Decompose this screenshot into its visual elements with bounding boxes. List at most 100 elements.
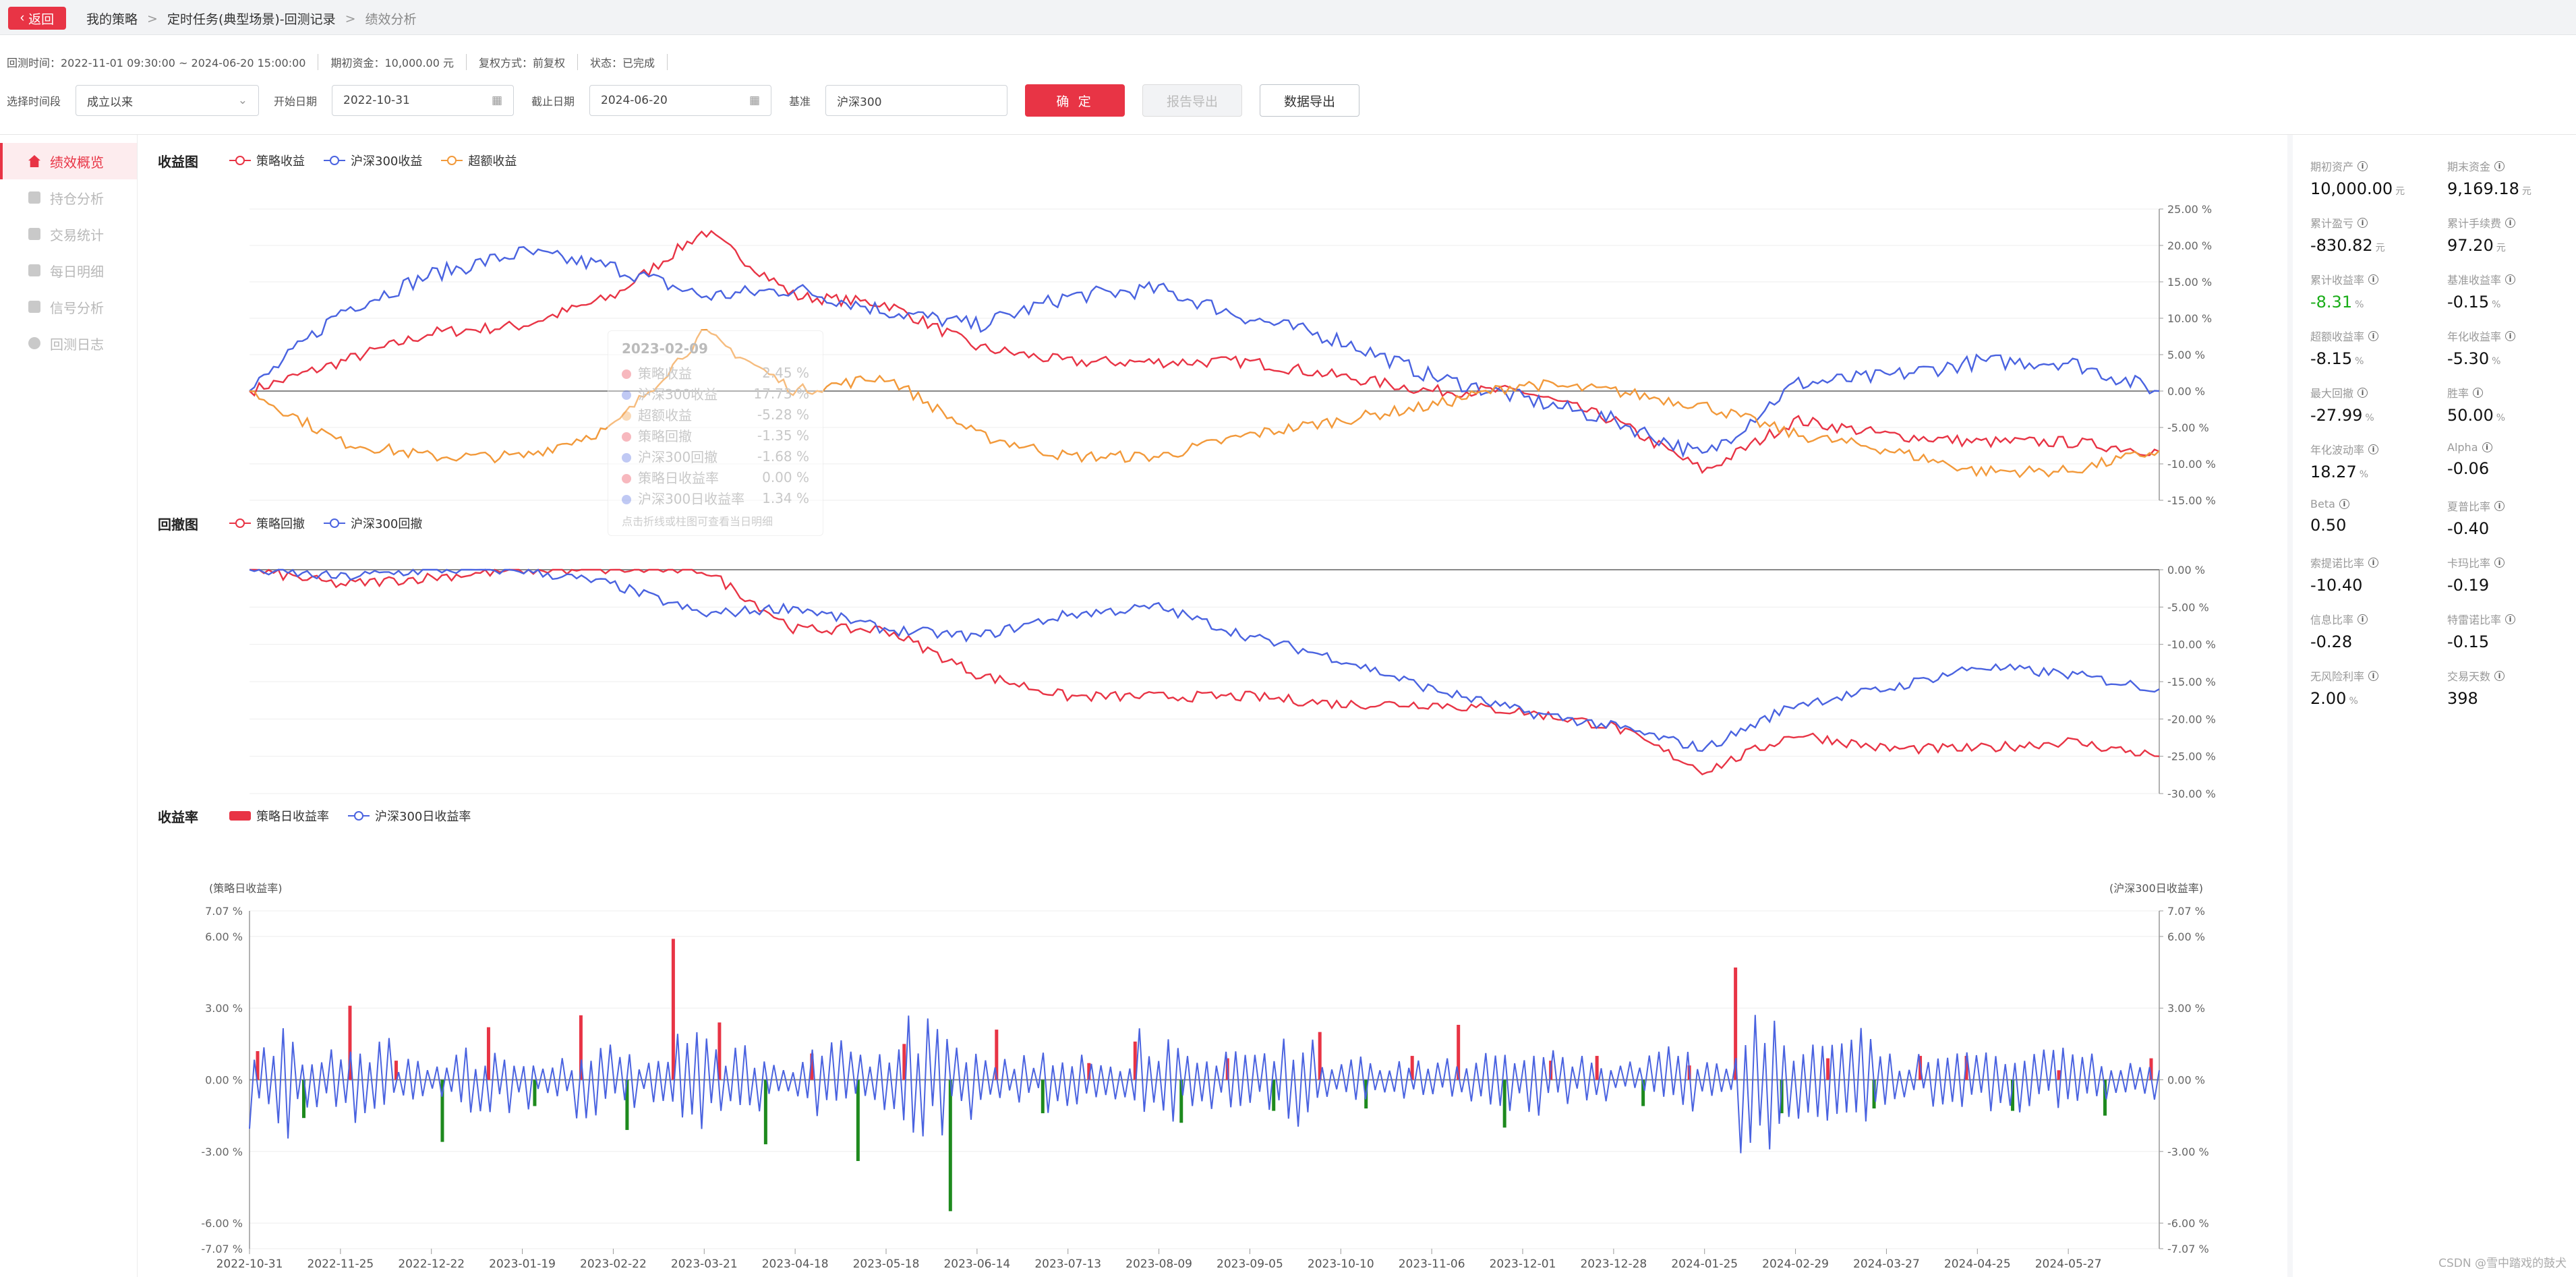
info-icon[interactable]: i [2358, 614, 2368, 624]
y-tick-label: -5.00 % [2167, 421, 2209, 434]
daily-return-chart[interactable]: 7.07 % 7.07 % 6.00 % 6.00 % 3.00 % 3.00 % 0.00… [201, 905, 2208, 1255]
legend-strategy-drawdown[interactable]: 策略回撤 [229, 514, 305, 532]
stat-8: 年化收益率 i -5.30% [2447, 328, 2576, 368]
info-icon[interactable]: i [2368, 557, 2379, 568]
stat-value: -830.82 [2310, 236, 2373, 255]
report-export-button[interactable]: 报告导出 [1142, 84, 1243, 117]
stat-value: -0.19 [2447, 576, 2490, 595]
info-icon[interactable]: i [2482, 442, 2492, 452]
stat-unit: % [2496, 413, 2506, 423]
start-date-value: 2022-10-31 [343, 94, 410, 107]
y-tick-label: 25.00 % [2167, 203, 2212, 216]
stat-13: Beta i 0.50 [2310, 498, 2445, 535]
info-icon[interactable]: i [2505, 330, 2516, 341]
tooltip-row: 超额收益 -5.28 % [622, 404, 809, 425]
drawdown-chart[interactable]: 0.00 % -5.00 % -10.00 % -15.00 % -20.00 % -25… [249, 564, 2216, 800]
sidebar-item-daily-details[interactable]: 每日明细 [0, 252, 137, 289]
y-tick-label: 0.00 % [2167, 1074, 2205, 1087]
sidebar-item-trade-statistics[interactable]: 交易统计 [0, 216, 137, 252]
legend-strategy-return[interactable]: 策略收益 [229, 152, 305, 169]
tooltip-row-value: -1.68 % [757, 448, 809, 465]
y-tick-label-left: 0.00 % [205, 1074, 243, 1087]
back-button[interactable]: ‹ 返回 [8, 7, 66, 30]
x-tick-label: 2024-02-29 [1762, 1257, 1829, 1271]
info-icon[interactable]: i [2368, 330, 2379, 341]
x-tick-label: 2023-04-18 [762, 1257, 829, 1271]
stat-label: 累计收益率 [2310, 274, 2365, 287]
y-tick-label: -20.00 % [2167, 713, 2216, 725]
benchmark-value: 沪深300 [837, 95, 882, 109]
strategy-daily-bar [348, 1005, 352, 1080]
strategy-daily-bar [533, 1079, 537, 1106]
legend-benchmark-return[interactable]: 沪深300收益 [324, 152, 422, 169]
strategy-daily-bar [1595, 1056, 1599, 1080]
stat-label: Alpha [2447, 441, 2478, 454]
chevron-down-icon: ⌄ [237, 94, 248, 107]
info-icon[interactable]: i [2358, 160, 2368, 171]
legend-benchmark-daily[interactable]: 沪深300日收益率 [348, 807, 471, 825]
adjust-mode: 复权方式：前复权 [467, 54, 578, 70]
calendar-icon: ▦ [749, 94, 761, 107]
info-icon[interactable]: i [2339, 499, 2349, 509]
stat-value: -8.31 [2310, 293, 2353, 311]
stat-5: 累计收益率 i -8.31% [2310, 271, 2445, 311]
data-export-button[interactable]: 数据导出 [1260, 84, 1360, 117]
stat-17: 信息比率 i -0.28 [2310, 611, 2445, 651]
date-axis: 2022-10-31 2022-11-25 2022-12-22 2023-01-19… [216, 1249, 2102, 1271]
info-icon[interactable]: i [2505, 217, 2516, 228]
benchmark-input[interactable]: 沪深300 [825, 85, 1008, 116]
info-icon[interactable]: i [2473, 387, 2484, 398]
stat-label: 期末资金 [2447, 160, 2491, 173]
info-icon[interactable]: i [2368, 670, 2379, 681]
tooltip-row-value: 1.34 % [762, 489, 809, 506]
info-icon[interactable]: i [2368, 444, 2379, 454]
start-date-input[interactable]: 2022-10-31 ▦ [332, 85, 515, 116]
info-icon[interactable]: i [2368, 274, 2379, 285]
sidebar-item-signal-analysis[interactable]: 信号分析 [0, 289, 137, 325]
info-icon[interactable]: i [2505, 614, 2516, 624]
info-icon[interactable]: i [2505, 274, 2516, 285]
info-icon[interactable]: i [2494, 160, 2505, 171]
charts-canvas[interactable]: 25.00 % 20.00 % 15.00 % 10.00 % 5.00 % 0.00 %… [138, 135, 2287, 1277]
stat-label: 索提诺比率 [2310, 557, 2365, 570]
x-tick-label: 2023-06-14 [943, 1257, 1010, 1271]
info-icon[interactable]: i [2494, 670, 2505, 681]
tooltip-row: 策略日收益率 0.00 % [622, 467, 809, 487]
info-icon[interactable]: i [2358, 217, 2368, 228]
strategy-daily-bar [256, 1050, 260, 1080]
stat-label: Beta [2310, 498, 2335, 510]
confirm-button[interactable]: 确 定 [1025, 84, 1125, 117]
breadcrumb-current: 绩效分析 [365, 12, 417, 27]
info-icon[interactable]: i [2494, 557, 2505, 568]
stat-7: 超额收益率 i -8.15% [2310, 328, 2445, 368]
returns-chart[interactable]: 25.00 % 20.00 % 15.00 % 10.00 % 5.00 % 0.00 %… [249, 203, 2216, 507]
stat-6: 基准收益率 i -0.15% [2447, 271, 2576, 311]
x-tick-label: 2022-11-25 [307, 1257, 374, 1271]
sidebar-item-performance-overview[interactable]: 绩效概览 [0, 143, 137, 179]
info-icon[interactable]: i [2494, 500, 2505, 511]
tooltip-row-value: 0.00 % [762, 469, 809, 485]
strategy-daily-bar [1133, 1041, 1137, 1080]
info-icon[interactable]: i [2358, 387, 2368, 398]
period-select[interactable]: 成立以来 ⌄ [76, 85, 260, 116]
stat-label: 期初资产 [2310, 160, 2354, 173]
sidebar-item-position-analysis[interactable]: 持仓分析 [0, 179, 137, 216]
sidebar-item-backtest-log[interactable]: 回测日志 [0, 325, 137, 361]
legend-benchmark-drawdown[interactable]: 沪深300回撤 [324, 514, 422, 532]
tooltip-row-label: 沪深300回撤 [638, 449, 718, 465]
watermark: CSDN @雪中踏戏的鼓犬 [2438, 1257, 2567, 1270]
end-date-input[interactable]: 2024-06-20 ▦ [589, 85, 772, 116]
legend-strategy-daily[interactable]: 策略日收益率 [229, 807, 329, 825]
backtest-info-row: 回测时间：2022-11-01 09:30:00 ~ 2024-06-20 15… [7, 54, 668, 70]
x-tick-label: 2023-10-10 [1308, 1257, 1374, 1271]
stat-value: 2.00 [2310, 689, 2347, 708]
series-dot-icon [622, 474, 631, 483]
breadcrumb-backtest-records[interactable]: 定时任务(典型场景)-回测记录 [167, 12, 336, 27]
tooltip-row-label: 策略回撤 [638, 428, 692, 444]
series-dot-icon [622, 495, 631, 504]
stat-unit: 元 [2395, 186, 2405, 197]
breadcrumb-strategies[interactable]: 我的策略 [86, 12, 138, 27]
legend-excess-return[interactable]: 超额收益 [441, 152, 517, 169]
stat-unit: % [2349, 696, 2358, 707]
x-tick-label: 2024-04-25 [1944, 1257, 2011, 1271]
